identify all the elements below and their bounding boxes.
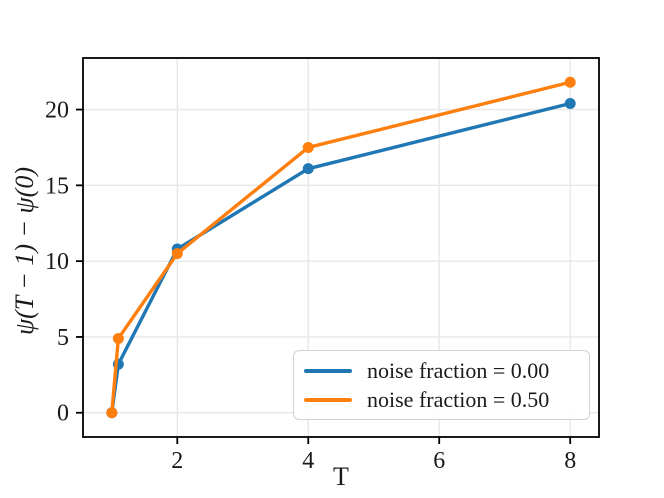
x-tick-label: 2 [171, 448, 183, 474]
legend-swatch-noise-000 [304, 368, 352, 373]
data-point-1 [564, 76, 576, 88]
y-tick-label: 20 [45, 98, 69, 124]
x-tick-label: 4 [302, 448, 314, 474]
y-tick-label: 0 [57, 401, 69, 427]
x-axis-label: T [333, 462, 349, 491]
plot-border [82, 57, 600, 438]
y-axis-label: ψ(T − 1) − ψ(0) [10, 166, 39, 336]
legend-swatch-noise-050 [304, 397, 352, 402]
data-point-1 [302, 141, 314, 153]
x-tick-label: 8 [564, 448, 576, 474]
data-point-0 [302, 163, 314, 175]
legend: noise fraction = 0.00 noise fraction = 0… [293, 350, 590, 420]
legend-item: noise fraction = 0.50 [304, 387, 579, 413]
x-tick-label: 6 [433, 448, 445, 474]
data-point-0 [564, 97, 576, 109]
legend-item: noise fraction = 0.00 [304, 358, 579, 384]
data-point-1 [171, 248, 183, 260]
y-tick-label: 15 [45, 173, 69, 199]
data-point-1 [112, 332, 124, 344]
y-tick-label: 5 [57, 325, 69, 351]
legend-label-noise-050: noise fraction = 0.50 [367, 386, 550, 412]
y-tick-label: 10 [45, 249, 69, 275]
legend-label-noise-000: noise fraction = 0.00 [367, 357, 550, 383]
data-point-1 [106, 407, 118, 419]
